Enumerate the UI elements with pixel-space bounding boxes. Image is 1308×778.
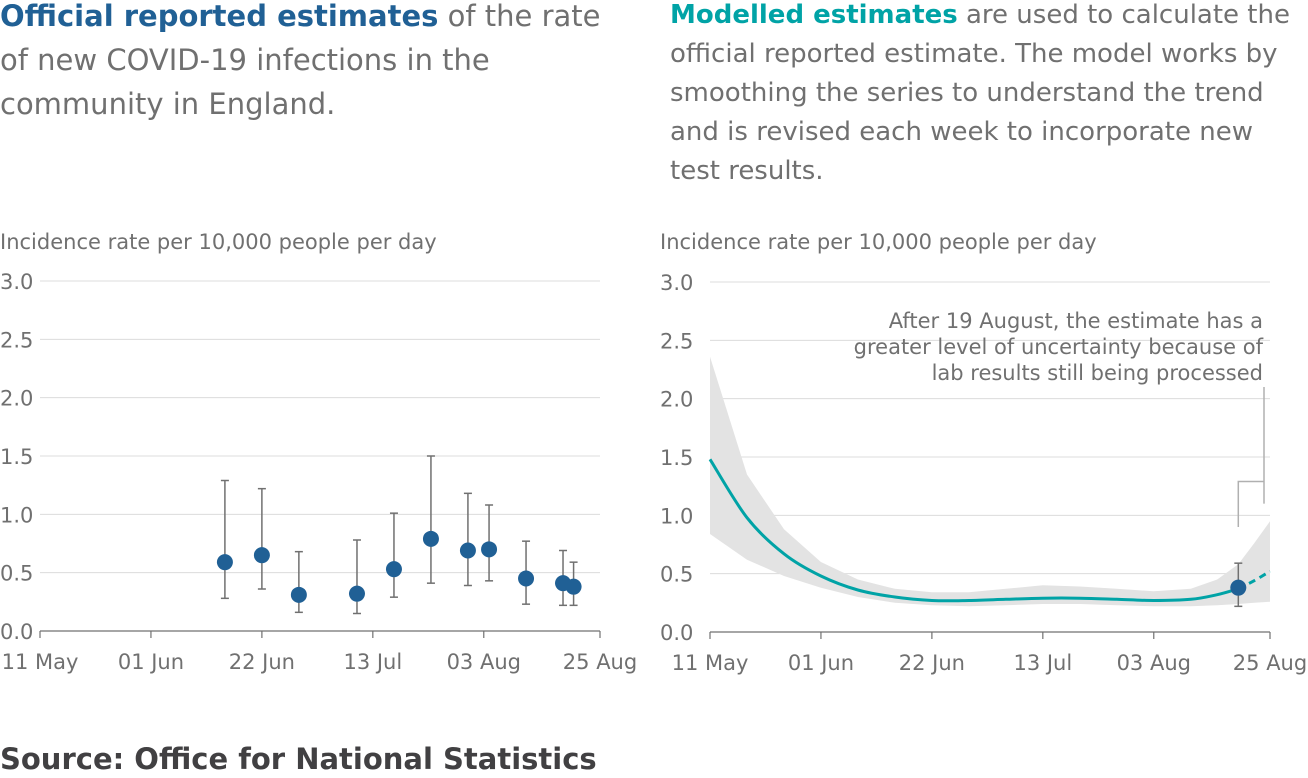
y-tick-label: 0.5 xyxy=(660,563,693,587)
annotation-bracket xyxy=(1237,480,1264,527)
y-tick-label: 1.0 xyxy=(660,504,693,528)
left-headline: Official reported estimates of the rate … xyxy=(0,0,620,126)
y-tick-label: 0.0 xyxy=(0,620,33,644)
left-headline-rest: of the rate of new COVID-19 infections i… xyxy=(0,0,601,121)
official-estimate xyxy=(290,550,307,614)
estimate-point xyxy=(481,541,498,558)
annotation-text: lab results still being processed xyxy=(932,361,1263,385)
estimate-point xyxy=(518,570,535,587)
latest-official-estimate-point xyxy=(1230,579,1247,596)
official-estimate xyxy=(481,504,498,582)
x-tick-label: 25 Aug xyxy=(563,650,637,674)
right-headline: Modelled estimates are used to calculate… xyxy=(670,0,1308,191)
x-tick-label: 11 May xyxy=(672,651,749,675)
estimate-point xyxy=(290,586,307,603)
official-estimate xyxy=(253,487,270,590)
modelled-line xyxy=(708,458,1239,603)
official-estimate xyxy=(348,539,365,615)
y-tick-label: 3.0 xyxy=(660,271,693,295)
x-tick-label: 13 Jul xyxy=(1013,651,1072,675)
estimate-point xyxy=(422,530,439,547)
estimate-point xyxy=(216,554,233,571)
x-tick-label: 22 Jun xyxy=(229,650,295,674)
source-note: Source: Office for National Statistics xyxy=(0,742,597,776)
right-headline-rest: are used to calculate the official repor… xyxy=(670,0,1290,186)
y-tick-label: 1.5 xyxy=(660,446,693,470)
official-estimates-chart: Incidence rate per 10,000 people per day… xyxy=(0,230,637,674)
annotation-text: greater level of uncertainty because of xyxy=(854,335,1264,359)
estimate-point xyxy=(459,542,476,559)
x-tick-label: 11 May xyxy=(2,650,79,674)
x-tick-label: 01 Jun xyxy=(788,651,854,675)
official-estimate xyxy=(518,540,535,605)
uncertainty-band xyxy=(710,356,1270,607)
y-tick-label: 1.0 xyxy=(0,503,33,527)
y-axis-label: Incidence rate per 10,000 people per day xyxy=(0,230,437,254)
annotation-text: After 19 August, the estimate has a xyxy=(889,309,1263,333)
x-tick-label: 03 Aug xyxy=(447,650,521,674)
x-tick-label: 01 Jun xyxy=(118,650,184,674)
y-tick-label: 0.0 xyxy=(660,621,693,645)
official-estimate xyxy=(565,561,582,607)
y-tick-label: 0.5 xyxy=(0,562,33,586)
official-estimate xyxy=(216,479,233,600)
official-estimate xyxy=(422,455,439,584)
y-tick-label: 2.5 xyxy=(0,328,33,352)
y-tick-label: 3.0 xyxy=(0,270,33,294)
y-tick-label: 1.5 xyxy=(0,445,33,469)
official-estimate xyxy=(385,512,402,598)
y-tick-label: 2.5 xyxy=(660,329,693,353)
y-axis-label: Incidence rate per 10,000 people per day xyxy=(660,230,1097,254)
estimate-point xyxy=(253,547,270,564)
estimate-point xyxy=(348,585,365,602)
official-estimate xyxy=(555,549,572,607)
x-tick-label: 03 Aug xyxy=(1117,651,1191,675)
x-tick-label: 22 Jun xyxy=(899,651,965,675)
x-tick-label: 13 Jul xyxy=(343,650,402,674)
x-tick-label: 25 Aug xyxy=(1233,651,1307,675)
estimate-point xyxy=(565,578,582,595)
official-estimate xyxy=(459,492,476,587)
y-tick-label: 2.0 xyxy=(660,388,693,412)
modelled-estimates-chart: Incidence rate per 10,000 people per day… xyxy=(660,230,1307,675)
left-headline-strong: Official reported estimates xyxy=(0,0,439,33)
right-headline-strong: Modelled estimates xyxy=(670,0,958,30)
estimate-point xyxy=(385,561,402,578)
y-tick-label: 2.0 xyxy=(0,387,33,411)
